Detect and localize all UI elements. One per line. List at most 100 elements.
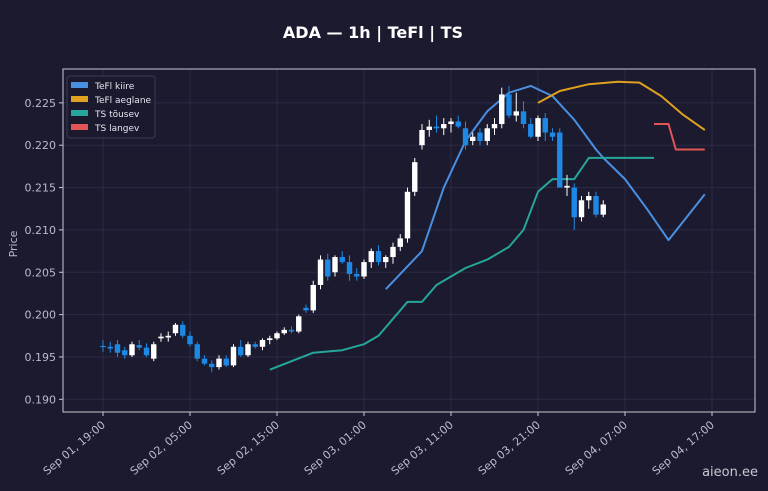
- candle-body: [317, 259, 324, 285]
- candle-body: [354, 273, 360, 277]
- candle-body: [470, 136, 476, 141]
- y-axis: 0.190 0.195 0.200 0.205 0.210 0.215 0.220 0.225: [25, 97, 63, 406]
- candle-body: [383, 257, 389, 263]
- candle-body: [267, 338, 273, 341]
- candle-body: [230, 346, 237, 366]
- legend-swatch: [71, 124, 88, 130]
- candle-body: [158, 336, 164, 339]
- legend: TeFl kiire TeFl aeglane TS tõusev TS langev: [66, 75, 156, 139]
- ts-down-line: [654, 123, 705, 151]
- candle-body: [462, 128, 469, 146]
- watermark: aieon.ee: [702, 465, 758, 480]
- plot-frame: [62, 68, 756, 413]
- candle-body: [201, 358, 208, 364]
- tefl-slow-line: [537, 80, 706, 131]
- candle-body: [506, 94, 512, 116]
- candle-body: [499, 94, 505, 125]
- candle-body: [535, 118, 541, 137]
- candle-body: [433, 126, 440, 129]
- candle-body: [339, 257, 345, 263]
- candle-body: [419, 129, 425, 146]
- legend-label: TS langev: [94, 124, 140, 134]
- legend-box: [66, 75, 156, 139]
- candle-body: [209, 363, 215, 368]
- candle-body: [368, 251, 374, 263]
- candle-body: [238, 346, 244, 356]
- chart-title: ADA — 1h | TeFl | TS: [283, 23, 463, 43]
- y-tick-label: 0.195: [25, 351, 57, 364]
- candle-body: [129, 344, 135, 356]
- candle-body: [100, 345, 106, 348]
- candle-body: [578, 200, 585, 218]
- candle-body: [513, 111, 519, 116]
- candles: [100, 85, 606, 373]
- legend-label: TeFl kiire: [94, 82, 135, 92]
- candle-body: [571, 187, 577, 218]
- candle-body: [216, 358, 222, 368]
- candle-body: [281, 329, 287, 334]
- candle-body: [426, 126, 432, 130]
- candle-body: [259, 340, 266, 347]
- candle-body: [448, 121, 454, 125]
- legend-label: TS tõusev: [94, 110, 140, 120]
- candle-body: [136, 345, 142, 348]
- candle-body: [477, 132, 483, 141]
- candle-body: [274, 333, 280, 339]
- candle-body: [390, 246, 396, 258]
- candle-body: [404, 191, 411, 239]
- legend-swatch: [71, 82, 88, 88]
- candle-body: [397, 238, 403, 247]
- candle-body: [180, 324, 186, 336]
- candle-body: [557, 132, 563, 188]
- y-tick-label: 0.215: [25, 182, 57, 195]
- candle-body: [375, 251, 382, 263]
- candle-body: [223, 358, 229, 366]
- y-tick-label: 0.225: [25, 97, 57, 110]
- candle-body: [165, 335, 171, 338]
- y-tick-label: 0.190: [25, 393, 57, 406]
- series-lines: [269, 80, 706, 371]
- candle-body: [194, 344, 200, 359]
- y-tick-label: 0.205: [25, 266, 57, 279]
- candle-body: [455, 121, 461, 127]
- candle-body: [528, 124, 534, 137]
- candle-body: [114, 344, 121, 353]
- legend-swatch: [71, 96, 88, 102]
- candle-body: [346, 262, 353, 274]
- legend-swatch: [71, 110, 88, 116]
- candle-body: [143, 347, 150, 356]
- candle-body: [310, 284, 316, 311]
- candle-body: [151, 344, 157, 359]
- candle-body: [441, 124, 447, 129]
- candle-body: [484, 128, 490, 141]
- candle-body: [187, 335, 193, 345]
- y-axis-label: Price: [7, 230, 20, 257]
- candle-body: [107, 346, 113, 349]
- y-tick-label: 0.210: [25, 224, 57, 237]
- candle-body: [586, 196, 592, 201]
- candle-body: [288, 329, 295, 332]
- candle-body: [491, 124, 498, 129]
- candle-body: [520, 111, 527, 125]
- candle-body: [252, 344, 258, 347]
- candle-body: [412, 162, 418, 192]
- y-tick-label: 0.220: [25, 139, 57, 152]
- candle-body: [542, 118, 548, 133]
- candle-body: [296, 316, 302, 332]
- candle-body: [600, 204, 606, 215]
- y-tick-label: 0.200: [25, 309, 57, 322]
- candle-body: [564, 185, 570, 188]
- candle-body: [172, 324, 179, 334]
- candle-body: [361, 262, 367, 277]
- candle-body: [122, 350, 128, 356]
- candle-body: [332, 257, 338, 273]
- legend-label: TeFl aeglane: [94, 96, 152, 106]
- ts-up-line: [269, 156, 654, 371]
- candle-body: [303, 307, 309, 311]
- candle-body: [549, 132, 556, 137]
- candle-body: [593, 196, 599, 215]
- candle-body: [325, 259, 331, 277]
- candle-body: [245, 344, 251, 356]
